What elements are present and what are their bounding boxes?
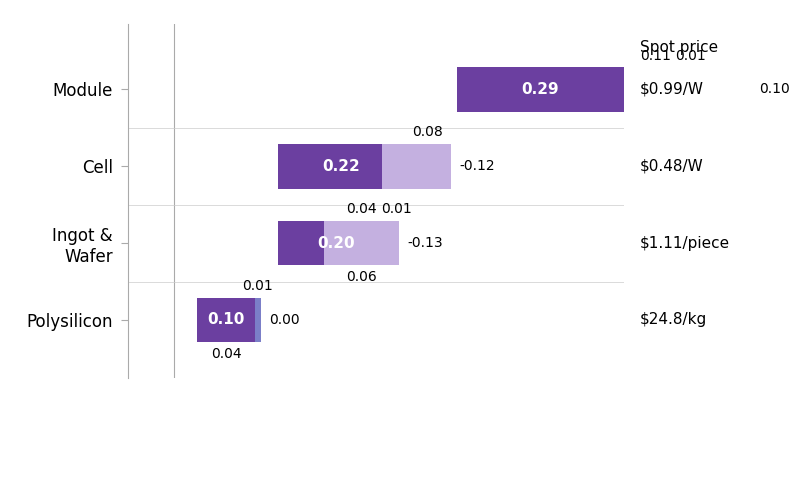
Text: 0.10: 0.10 <box>207 312 245 327</box>
Bar <box>198 298 255 342</box>
Bar <box>694 67 751 112</box>
Bar <box>457 67 624 112</box>
Text: 0.20: 0.20 <box>317 236 354 251</box>
Text: 0.11: 0.11 <box>640 48 671 62</box>
Text: 0.22: 0.22 <box>322 159 360 174</box>
Text: -0.12: -0.12 <box>460 159 495 173</box>
Text: 0.04: 0.04 <box>210 347 242 361</box>
Bar <box>382 144 451 189</box>
Bar <box>324 221 399 265</box>
Text: 0.01: 0.01 <box>381 202 411 216</box>
Text: $0.48/W: $0.48/W <box>640 159 704 174</box>
Bar <box>624 67 687 112</box>
Text: 0.10: 0.10 <box>759 82 790 96</box>
Text: -0.13: -0.13 <box>408 236 443 250</box>
Text: 0.06: 0.06 <box>346 270 377 284</box>
Bar <box>255 298 261 342</box>
Bar <box>394 221 399 265</box>
Text: 0.29: 0.29 <box>522 82 559 97</box>
Bar <box>405 144 451 189</box>
Bar <box>687 67 694 112</box>
Text: 0.01: 0.01 <box>675 48 706 62</box>
Text: $24.8/kg: $24.8/kg <box>640 312 707 327</box>
Text: 0.08: 0.08 <box>413 125 443 139</box>
Text: $1.11/piece: $1.11/piece <box>640 236 730 251</box>
Text: Spot price: Spot price <box>640 40 718 55</box>
Text: $0.99/W: $0.99/W <box>640 82 704 97</box>
Text: 0.00: 0.00 <box>270 313 300 327</box>
Bar <box>278 144 405 189</box>
Text: 0.04: 0.04 <box>346 202 377 216</box>
Bar <box>278 221 394 265</box>
Text: 0.01: 0.01 <box>242 279 273 293</box>
